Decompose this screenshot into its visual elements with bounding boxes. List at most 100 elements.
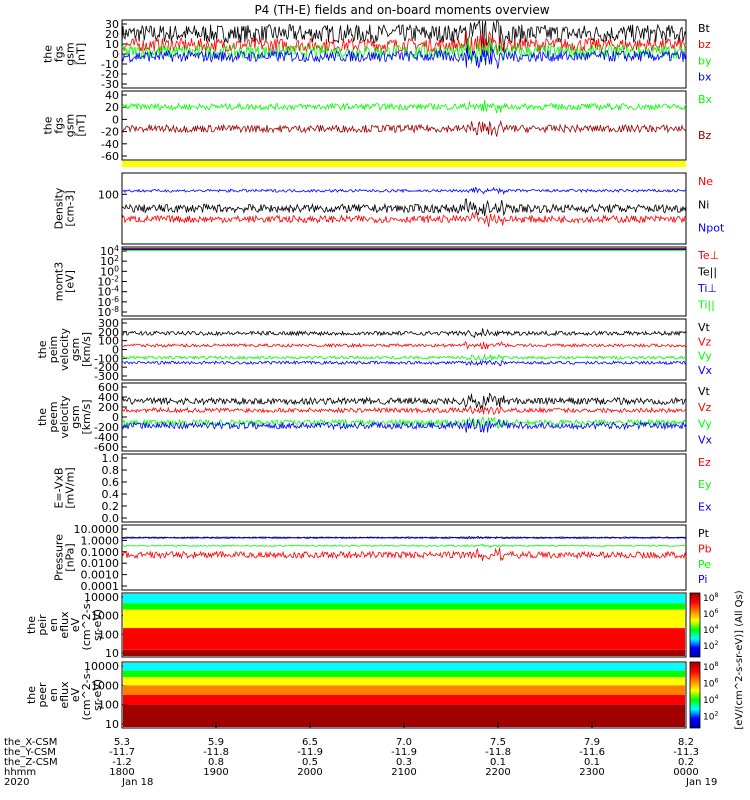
series-vt — [121, 392, 687, 411]
colorbar-label-text: [eV/(cm^2-s-sr-eV)] (All Qs) — [734, 590, 745, 729]
series-npot — [121, 186, 687, 195]
x-tick-label: -11.8 — [203, 747, 229, 758]
colorbar-tick: 104 — [703, 624, 718, 636]
x-tick-label: 7.9 — [584, 737, 600, 748]
y-tick-label: 20 — [105, 28, 119, 41]
legend-ti: Ti|| — [697, 298, 715, 311]
y-tick-label: 30 — [105, 18, 119, 31]
y-label-line: eV — [69, 617, 82, 632]
y-label-line: momt3 — [53, 262, 66, 301]
heatmap-band — [123, 685, 685, 695]
y-tick-label: 600 — [98, 381, 119, 394]
heatmap-band — [123, 640, 685, 650]
y-tick-label: 200 — [98, 326, 119, 339]
series-bz — [121, 30, 687, 59]
panel-density: 100 Density[cm-3] Ne Ni Npot — [53, 172, 725, 245]
x-tick-label: 0.8 — [208, 757, 224, 768]
x-tick-label: 0.5 — [302, 757, 318, 768]
y-label-line: velocity — [58, 395, 71, 438]
y-label-line: eflux — [58, 681, 71, 709]
y-label: E=-VxB[mV/m] — [53, 467, 77, 508]
colorbar-tick: 108 — [703, 592, 718, 604]
y-tick-label: -40 — [101, 138, 119, 151]
y-label-line: [km/s] — [80, 399, 93, 434]
y-label-line: peim — [47, 336, 60, 364]
y-label-line: sr-eV) — [91, 609, 104, 641]
plot-title: P4 (TH-E) fields and on-board moments ov… — [254, 3, 549, 17]
legend-bz: Bz — [698, 129, 712, 142]
y-label-line: [km/s] — [80, 332, 93, 367]
heatmap-band — [123, 649, 685, 656]
colorbar-tick: 102 — [703, 711, 718, 723]
heatmap-band — [123, 670, 685, 678]
y-tick-label: 100 — [98, 335, 119, 348]
y-label-line: eflux — [58, 611, 71, 639]
x-tick-label: 7.5 — [490, 737, 506, 748]
panel-frame — [121, 453, 687, 523]
legend-vx: Vx — [698, 434, 713, 447]
panel-frame — [121, 246, 687, 317]
x-row-label: hhmm — [4, 767, 36, 778]
y-tick-label: 0.8 — [102, 464, 120, 477]
y-tick-label: 10000 — [84, 591, 119, 604]
heatmap-band — [123, 704, 685, 727]
panel-efield: 1.00.80.60.40.20.0 E=-VxB[mV/m] Ez Ey Ex — [53, 452, 712, 525]
y-tick-label: 0.0010 — [81, 569, 120, 582]
legend-ne: Ne — [698, 175, 713, 188]
y-label-line: Density — [53, 187, 66, 229]
yellow-bar — [122, 161, 686, 167]
y-label: Density[cm-3] — [53, 187, 77, 229]
y-label-line: fgs — [53, 45, 66, 62]
series-bz — [121, 119, 687, 137]
legend-te: Te|| — [697, 265, 717, 278]
y-tick-label: -10 — [101, 58, 119, 71]
panel-peem: 6004002000-200-400-600thepeemvelocitygsm… — [36, 381, 713, 454]
x-tick-label: 0.3 — [396, 757, 412, 768]
y-tick-label: 300 — [98, 317, 119, 330]
series-pe — [121, 543, 687, 549]
y-tick-label: 10000 — [84, 660, 119, 673]
series-pi — [121, 536, 687, 540]
legend-bz: bz — [698, 38, 711, 51]
y-tick-label: 1.0000 — [81, 534, 120, 547]
colorbar-tick: 108 — [703, 661, 718, 673]
y-tick-label: -200 — [94, 361, 119, 374]
colorbar-tick: 104 — [703, 694, 718, 706]
x-tick-label: -11.8 — [485, 747, 511, 758]
panel-frame — [121, 382, 687, 452]
x-tick-label: 2200 — [485, 767, 510, 778]
panel-frame — [121, 90, 687, 161]
y-tick-label: 100 — [98, 188, 119, 201]
y-tick-label: 40 — [105, 89, 119, 102]
series-vx — [122, 418, 687, 433]
y-tick-label: -60 — [101, 150, 119, 163]
heatmap-band — [123, 594, 685, 604]
y-tick-label: 0.4 — [102, 488, 120, 501]
legend-npot: Npot — [698, 222, 725, 235]
x-tick-label: -11.6 — [579, 747, 605, 758]
y-label-line: gsm — [64, 42, 77, 65]
x-tick-label: 2300 — [579, 767, 604, 778]
x-row-label: 2020 — [4, 777, 29, 788]
y-label-line: sr-eV) — [91, 679, 104, 711]
x-tick-label: 1900 — [203, 767, 228, 778]
y-label-line: velocity — [58, 328, 71, 371]
y-tick-label: 200 — [98, 401, 119, 414]
legend-vt: Vt — [698, 321, 711, 334]
legend-ti: Ti⊥ — [697, 282, 717, 295]
y-tick-label: 1000 — [91, 610, 119, 623]
y-label-line: [nT] — [75, 43, 88, 65]
x-tick-label: 5.3 — [114, 737, 130, 748]
colorbar-strip — [689, 661, 701, 729]
heatmap-band — [123, 628, 685, 641]
x-tick-label: Jan 18 — [121, 777, 153, 788]
x-tick-label: 0000 — [673, 767, 698, 778]
panel-frame — [121, 592, 687, 658]
y-tick-label: 10 — [105, 647, 119, 660]
